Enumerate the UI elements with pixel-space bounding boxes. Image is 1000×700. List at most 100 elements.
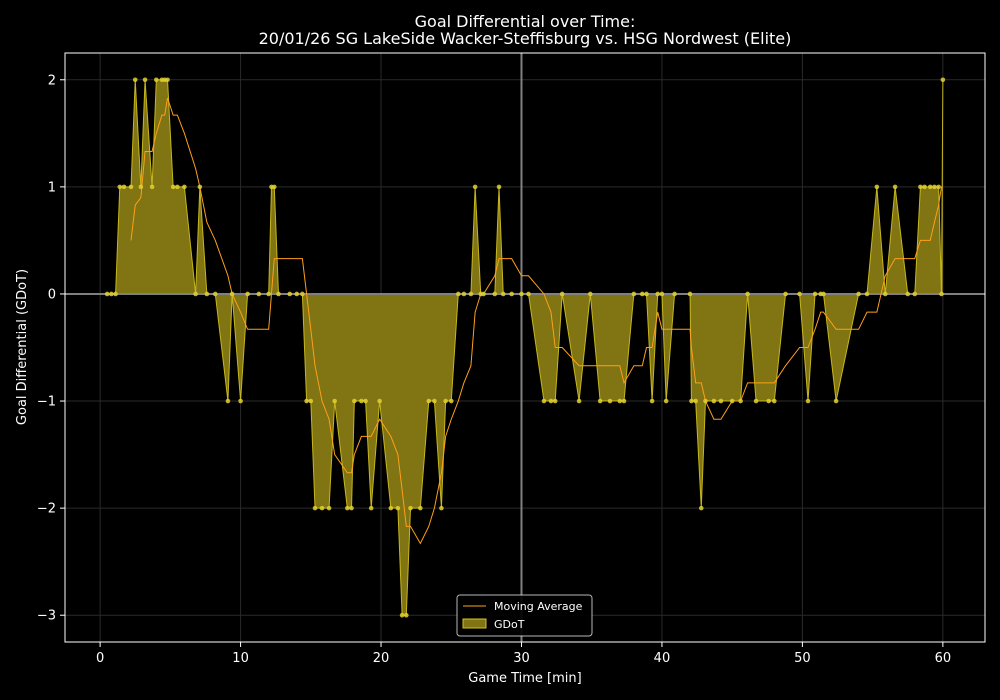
gdot-point [783,291,788,297]
gdot-point [548,398,554,404]
y-axis-ticks: −3 −2 −1 0 1 2 [37,73,65,624]
gdot-point [689,398,694,404]
x-tick-label: 40 [654,651,671,666]
y-tick-label: 0 [48,287,56,302]
gdot-point [432,398,437,404]
gdot-point [672,291,677,297]
gdot-point [165,77,170,83]
gdot-point [659,291,665,297]
gdot-point [936,184,941,190]
gdot-point [455,291,461,297]
gdot-point [597,398,603,404]
gdot-point [418,505,423,511]
gdot-point [821,291,826,297]
gdot-point [864,291,870,297]
gdot-point [256,291,262,297]
gdot-point [245,291,250,297]
gdot-point [772,398,777,404]
gdot-point [745,291,750,297]
x-tick-label: 50 [794,651,811,666]
y-tick-label: −3 [37,609,56,624]
gdot-point [363,398,368,404]
gdot-point [588,291,593,297]
gdot-point [426,398,432,404]
gdot-point [121,184,127,190]
gdot-point [738,398,743,404]
gdot-point [922,184,927,190]
plot-frame [64,52,986,643]
y-tick-label: −2 [37,502,56,517]
gdot-point [117,184,123,190]
gdot-point [300,291,305,297]
gdot-point [225,398,231,404]
chart-title-line2: 20/01/26 SG LakeSide Wacker-Steffisburg … [259,29,792,48]
gdot-point [308,398,314,404]
gdot-point [912,291,918,297]
gdot-point [182,184,187,190]
gdot-point [687,291,693,297]
gdot-point [345,505,350,511]
gdot-point [649,398,655,404]
legend-ma-label: Moving Average [494,600,583,613]
legend-gdot-swatch [462,618,487,629]
gdot-point [326,505,332,511]
gdot-point [882,291,888,297]
gdot-point [266,291,271,297]
x-tick-label: 0 [96,651,104,666]
gdot-point [377,398,382,404]
gdot-point [631,291,637,297]
gdot-point [395,505,401,511]
gdot-point [892,184,898,190]
gdot-point [655,291,661,297]
gdot-point [703,398,708,404]
gdot-point [204,291,210,297]
gdot-point [576,398,582,404]
gdot-point [481,291,486,297]
gdot-point [212,291,218,297]
gdot-point [918,184,923,190]
gdot-point [448,398,454,404]
gdot-point [711,398,717,404]
gdot-point [153,77,159,83]
gdot-point [812,291,818,297]
gdot-point [639,291,645,297]
gdot-point [644,291,649,297]
gdot-point [526,291,531,297]
gdot-point [693,398,698,404]
x-axis-ticks: 0 10 20 30 40 50 60 [96,642,951,666]
moving-average-layer [130,97,943,545]
gdot-point [193,291,198,297]
x-tick-label: 60 [935,651,952,666]
gdot-point [287,291,293,297]
y-tick-label: −1 [37,395,56,410]
x-tick-label: 20 [373,651,390,666]
gdot-point [472,184,478,190]
gdot-point [408,505,413,511]
moving-average-line [130,97,943,545]
gdot-point [349,505,354,511]
gdot-point [132,77,138,83]
gdot-point [621,398,627,404]
gdot-point [932,184,937,190]
gdot-point [113,291,118,297]
gdot-point [149,184,155,190]
gdot-point [175,184,180,190]
y-tick-label: 2 [48,73,56,88]
gdot-point [388,505,394,511]
gdot-point [856,291,861,297]
gdot-point [368,505,374,511]
gdot-point [138,184,144,190]
gdot-point [805,398,811,404]
gdot-point [229,291,235,297]
gdot-point [461,291,467,297]
gdot-point [399,612,405,618]
gdot-point [519,291,524,297]
gdot-point [197,184,203,190]
gdot-point [238,398,243,404]
gdot-point [552,398,558,404]
y-axis-label: Goal Differential (GDoT) [15,269,30,425]
gdot-point [468,291,474,297]
legend-box [456,594,593,637]
gdot-point [492,291,498,297]
gdot-point [128,184,134,190]
